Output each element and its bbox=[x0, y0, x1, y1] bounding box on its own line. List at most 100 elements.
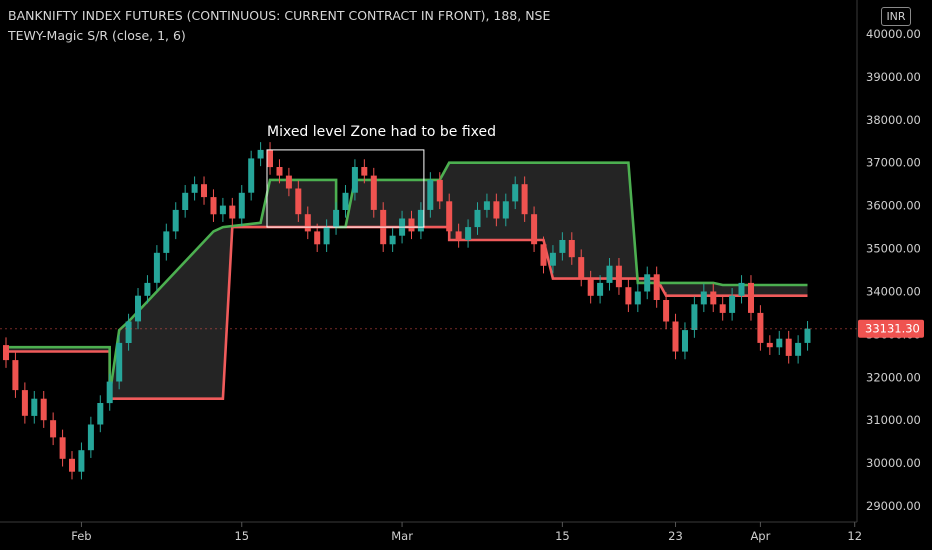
candle-body bbox=[276, 167, 283, 176]
candle-body bbox=[210, 197, 217, 215]
price-tick-label: 38000.00 bbox=[866, 113, 921, 127]
candle bbox=[295, 180, 302, 222]
candle bbox=[597, 275, 604, 304]
candle bbox=[672, 313, 679, 360]
candle bbox=[540, 236, 547, 274]
symbol-title[interactable]: BANKNIFTY INDEX FUTURES (CONTINUOUS: CUR… bbox=[8, 8, 551, 23]
annotation-box[interactable] bbox=[266, 149, 425, 228]
candle bbox=[257, 142, 264, 167]
candle-body bbox=[700, 291, 707, 305]
candle bbox=[333, 202, 340, 235]
candle-body bbox=[144, 282, 151, 296]
candle-body bbox=[323, 227, 330, 245]
candle-body bbox=[578, 257, 585, 279]
candle-body bbox=[710, 291, 717, 305]
candle bbox=[738, 275, 745, 304]
price-tick-label: 39000.00 bbox=[866, 70, 921, 84]
candle bbox=[153, 245, 160, 291]
candle-body bbox=[361, 167, 368, 176]
time-axis[interactable]: Feb 15 Mar 15 23 Apr 12 bbox=[71, 522, 862, 543]
indicator-label[interactable]: TEWY-Magic S/R (close, 1, 6) bbox=[8, 28, 186, 43]
candle-body bbox=[606, 265, 613, 283]
candle bbox=[766, 335, 773, 355]
annotation-text[interactable]: Mixed level Zone had to be fixed bbox=[267, 124, 496, 140]
candle-body bbox=[314, 231, 321, 245]
candle bbox=[700, 283, 707, 313]
candle-body bbox=[3, 345, 9, 361]
candle bbox=[625, 279, 632, 313]
candle bbox=[531, 206, 538, 252]
candle-body bbox=[804, 328, 811, 343]
candle-body bbox=[540, 244, 547, 266]
candle-body bbox=[559, 240, 566, 253]
time-tick-label: 23 bbox=[668, 529, 683, 543]
candle bbox=[21, 382, 28, 424]
candle bbox=[201, 176, 207, 205]
candle-body bbox=[201, 184, 207, 198]
price-tick-label: 30000.00 bbox=[866, 456, 921, 470]
candle-body bbox=[21, 390, 28, 416]
candle-body bbox=[615, 265, 622, 288]
candle-body bbox=[116, 342, 123, 382]
currency-badge[interactable]: INR bbox=[881, 7, 911, 26]
candle-body bbox=[427, 179, 434, 210]
candle bbox=[40, 391, 47, 428]
candle-body bbox=[568, 240, 575, 258]
candle bbox=[182, 185, 189, 218]
candle bbox=[512, 176, 519, 210]
candle-body bbox=[502, 201, 509, 219]
candle bbox=[748, 275, 754, 321]
candle bbox=[606, 257, 613, 291]
candle bbox=[417, 202, 424, 240]
candle bbox=[323, 219, 330, 252]
candle-body bbox=[587, 278, 594, 296]
last-price-badge bbox=[858, 319, 924, 338]
candle bbox=[691, 296, 698, 338]
candle bbox=[125, 313, 132, 351]
candle bbox=[455, 223, 462, 248]
time-tick-label: Feb bbox=[71, 529, 91, 543]
price-tick-label: 34000.00 bbox=[866, 285, 921, 299]
candle-body bbox=[106, 381, 113, 404]
candle bbox=[144, 275, 151, 304]
last-price-label: 33131.30 bbox=[865, 322, 920, 336]
candle-body bbox=[78, 450, 85, 472]
candle-body bbox=[785, 338, 792, 356]
candle-body bbox=[87, 424, 94, 451]
candle bbox=[502, 193, 509, 227]
candle-body bbox=[304, 214, 311, 232]
candle bbox=[474, 202, 481, 235]
candle-body bbox=[40, 398, 47, 421]
candle-body bbox=[776, 338, 783, 348]
candle-body bbox=[163, 231, 170, 253]
candle bbox=[663, 292, 670, 330]
candle-body bbox=[644, 274, 651, 292]
candle-body bbox=[182, 192, 189, 210]
candle-body bbox=[69, 458, 75, 472]
price-axis[interactable]: 40000.00 39000.00 38000.00 37000.00 36000.00… bbox=[866, 27, 921, 513]
candle-body bbox=[738, 282, 745, 296]
candle-body bbox=[408, 218, 415, 232]
candle-body bbox=[12, 360, 19, 391]
candle bbox=[389, 227, 396, 252]
price-tick-label: 32000.00 bbox=[866, 370, 921, 384]
candle-body bbox=[625, 287, 632, 305]
candle bbox=[97, 395, 104, 433]
candle-body bbox=[351, 167, 358, 193]
price-tick-label: 36000.00 bbox=[866, 199, 921, 213]
candle bbox=[163, 223, 170, 261]
candle bbox=[559, 232, 566, 261]
candle bbox=[446, 193, 453, 240]
candle-body bbox=[682, 330, 688, 352]
candle bbox=[776, 330, 783, 355]
candle-body bbox=[257, 149, 264, 159]
cloud-fill bbox=[6, 162, 808, 399]
candle-body bbox=[248, 158, 255, 193]
candle-body bbox=[267, 149, 273, 168]
candle bbox=[719, 296, 726, 321]
candle bbox=[757, 305, 764, 351]
candle-body bbox=[766, 342, 773, 348]
candle bbox=[408, 210, 415, 240]
candle bbox=[587, 270, 594, 304]
